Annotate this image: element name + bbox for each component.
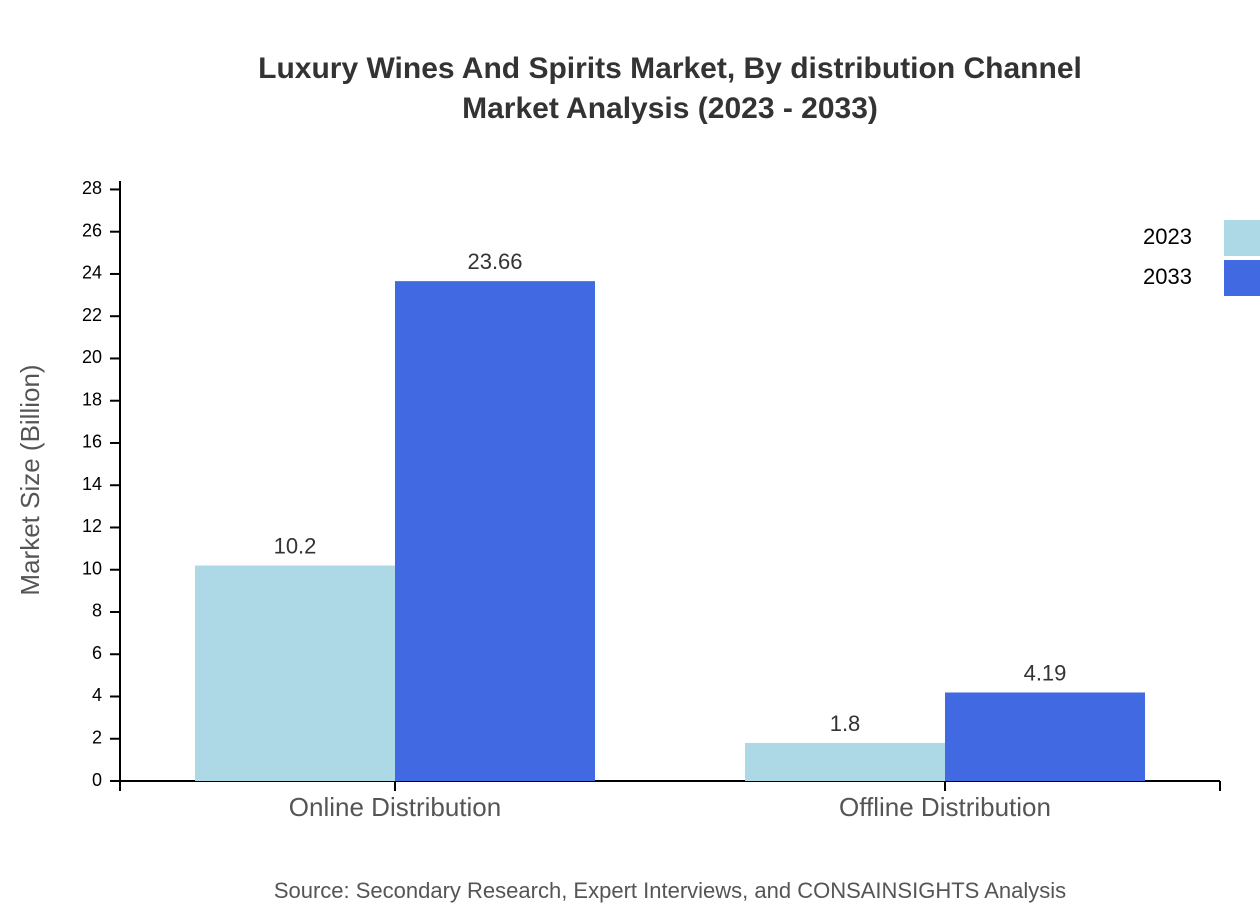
x-tick-label: Online Distribution: [289, 792, 501, 822]
value-label: 10.2: [274, 533, 317, 558]
y-tick-label: 4: [92, 685, 102, 705]
y-tick-label: 10: [82, 558, 102, 578]
y-tick-label: 20: [82, 347, 102, 367]
y-tick-label: 16: [82, 432, 102, 452]
chart-title: Luxury Wines And Spirits Market, By dist…: [258, 52, 1082, 85]
y-tick-label: 18: [82, 389, 102, 409]
y-tick-label: 12: [82, 516, 102, 536]
chart-title: Market Analysis (2023 - 2033): [462, 92, 878, 125]
y-tick-label: 8: [92, 601, 102, 621]
bar: [195, 565, 395, 781]
y-tick-label: 26: [82, 220, 102, 240]
y-axis-label: Market Size (Billion): [15, 364, 45, 595]
bar: [945, 692, 1145, 781]
legend-swatch: [1224, 220, 1260, 256]
legend-label: 2023: [1143, 224, 1192, 249]
value-label: 23.66: [467, 249, 522, 274]
y-tick-label: 22: [82, 305, 102, 325]
bar: [395, 281, 595, 781]
bar: [745, 742, 945, 781]
value-label: 1.8: [830, 711, 861, 736]
y-tick-label: 14: [82, 474, 102, 494]
x-tick-label: Offline Distribution: [839, 792, 1051, 822]
y-tick-label: 24: [82, 263, 102, 283]
y-tick-label: 2: [92, 727, 102, 747]
y-tick-label: 0: [92, 770, 102, 790]
y-tick-label: 6: [92, 643, 102, 663]
legend-label: 2033: [1143, 264, 1192, 289]
y-tick-label: 28: [82, 178, 102, 198]
legend-swatch: [1224, 260, 1260, 296]
source-note: Source: Secondary Research, Expert Inter…: [274, 878, 1066, 903]
value-label: 4.19: [1024, 660, 1067, 685]
